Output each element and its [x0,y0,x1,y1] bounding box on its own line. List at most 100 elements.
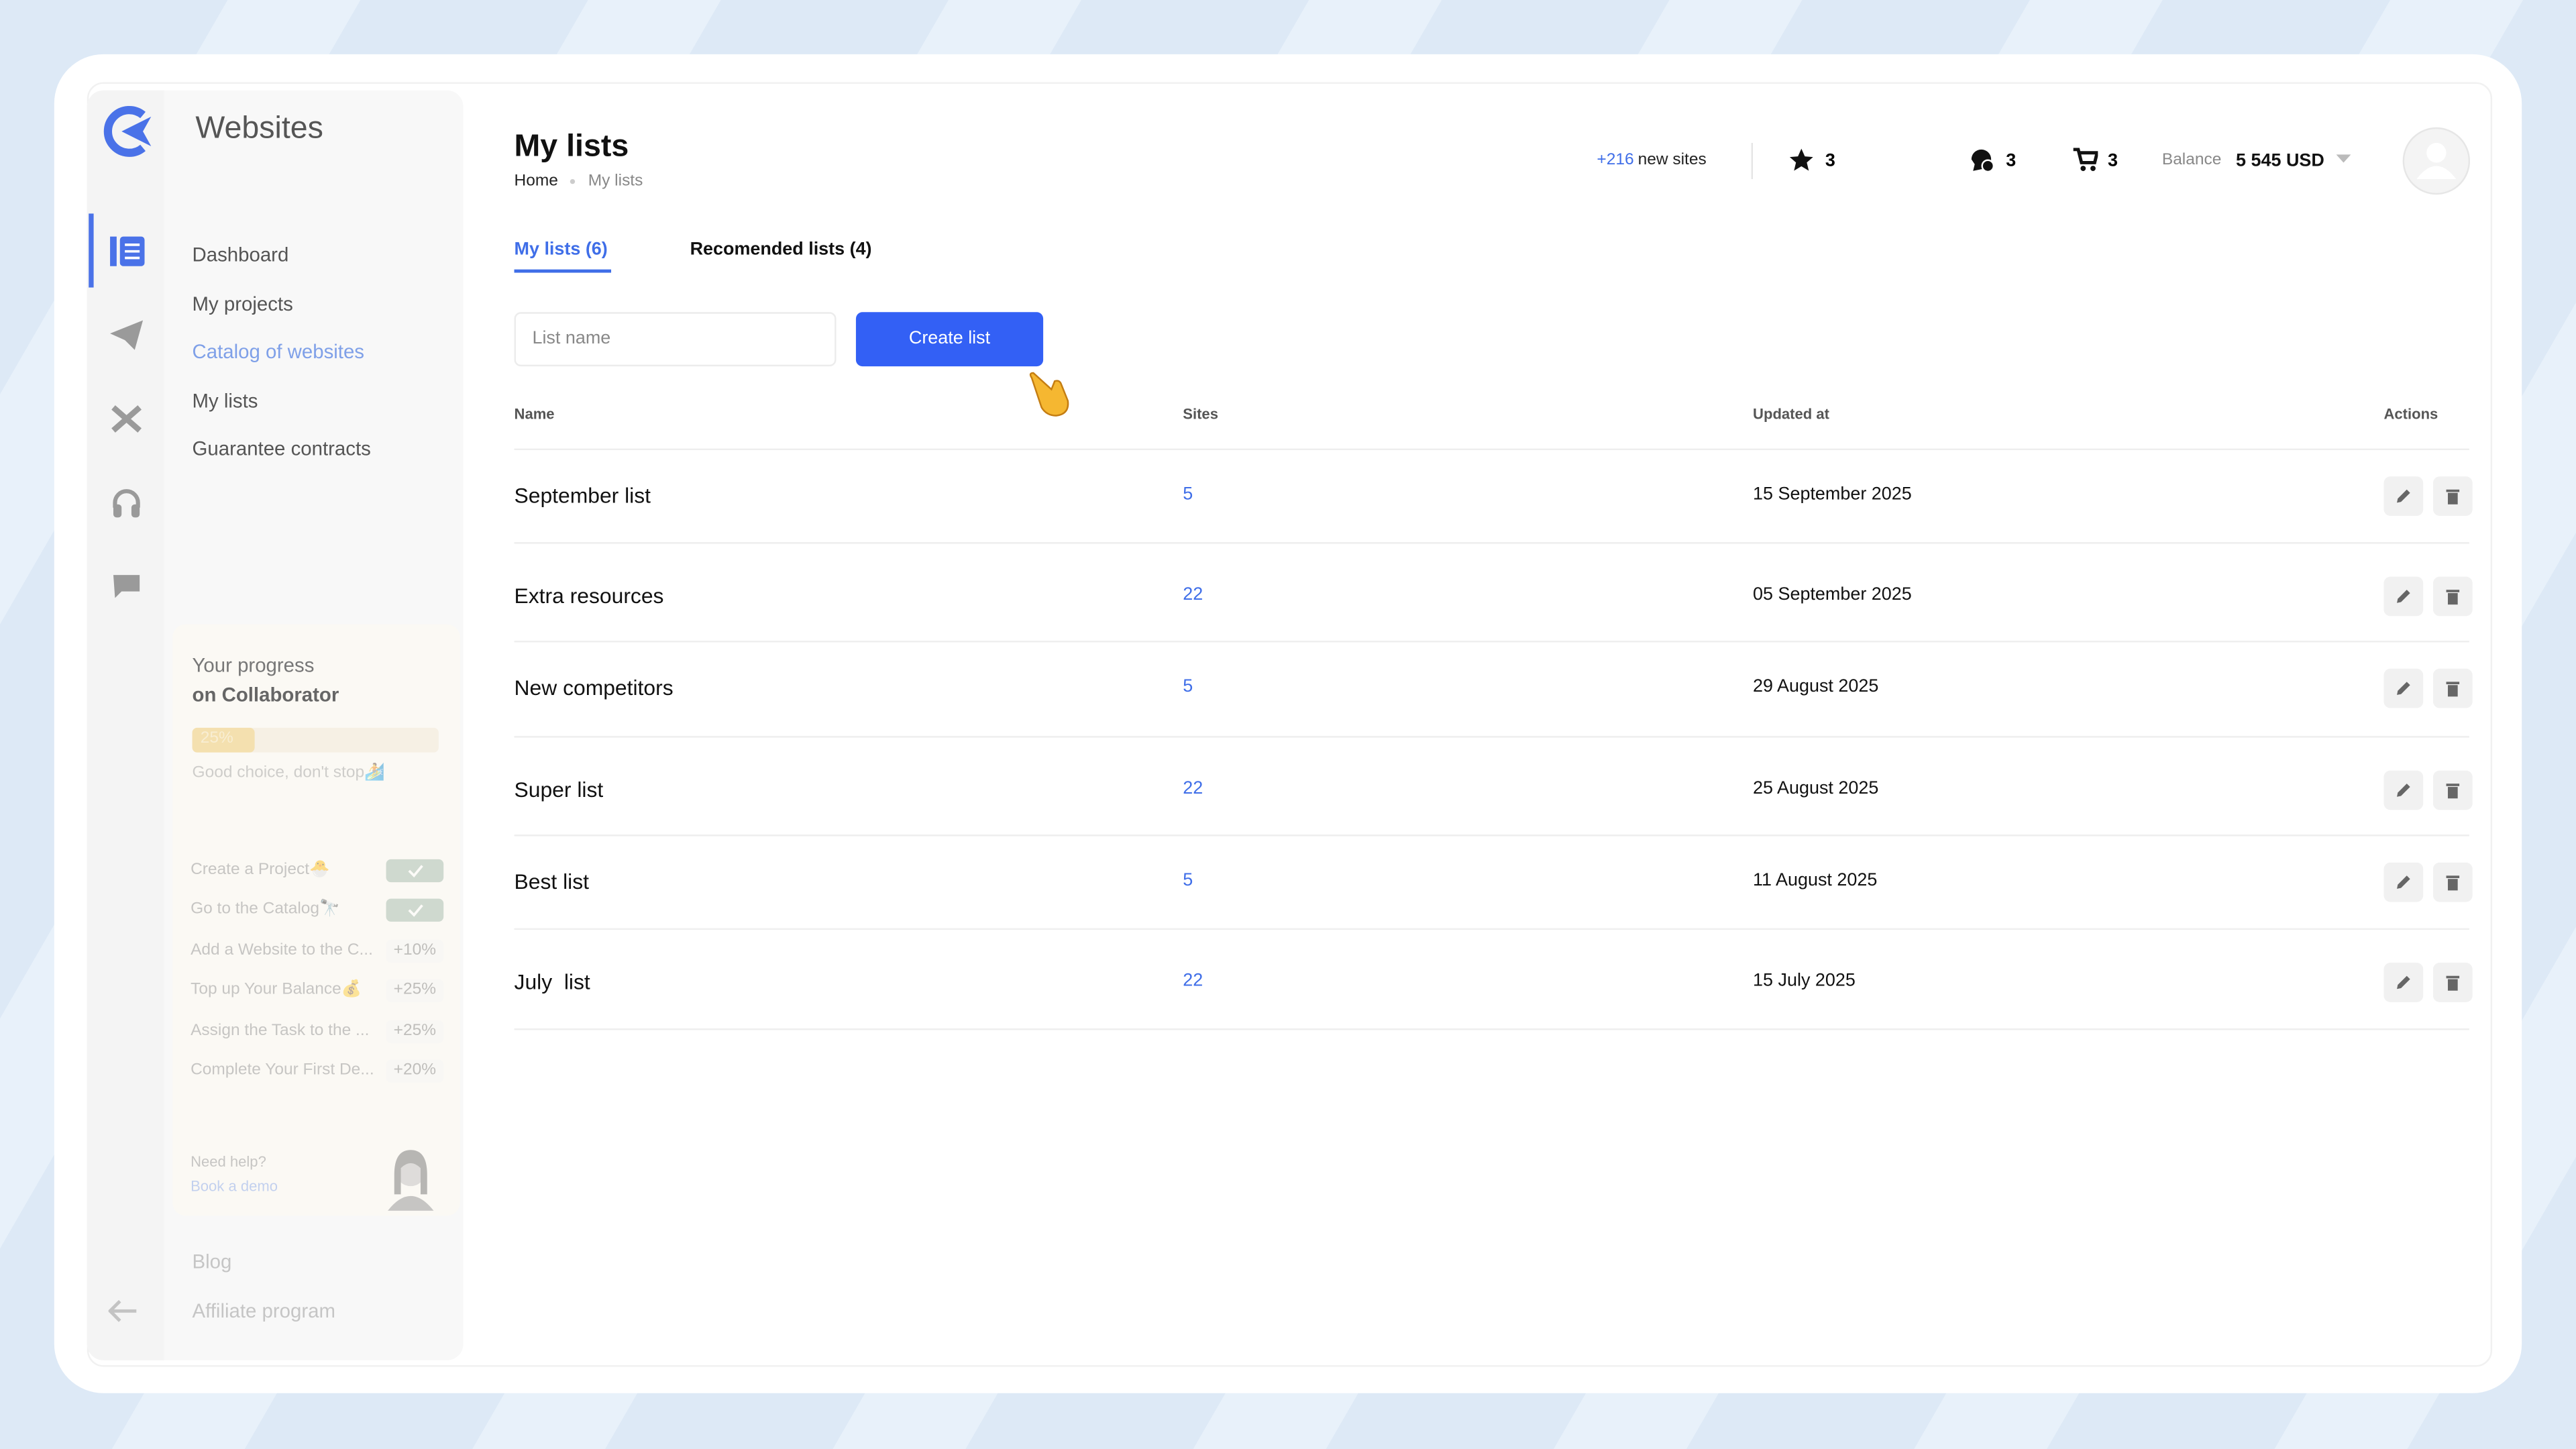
edit-icon [2397,784,2410,797]
edit-button[interactable] [2383,476,2424,516]
nav-panel [164,90,464,1360]
task-label[interactable]: Go to the Catalog🔭 [191,900,340,918]
task-bonus: +25% [386,979,444,1002]
progress-fill [192,727,254,753]
list-name[interactable]: New competitors [514,675,674,700]
messages-icon[interactable] [1970,148,1995,173]
favorites-icon[interactable] [1789,148,1814,172]
task-label[interactable]: Top up Your Balance💰 [191,981,362,999]
app-card [54,54,2522,1393]
delete-icon [2446,489,2460,504]
nav-item[interactable]: Catalog of websites [192,339,365,364]
list-name[interactable]: Super list [514,777,604,802]
delete-icon [2446,875,2460,891]
edit-button[interactable] [2383,862,2424,902]
balance-value[interactable]: 5 545 USD [2236,151,2324,171]
updated-at: 15 September 2025 [1753,484,1912,504]
task-label[interactable]: Create a Project🐣 [191,861,330,879]
row-divider [514,835,2469,837]
edit-icon [2397,489,2410,503]
list-name[interactable]: Best list [514,869,589,894]
edit-icon [2397,975,2410,989]
progress-title: Your progress [192,653,315,677]
edit-button[interactable] [2383,770,2424,810]
cart-count: 3 [2108,151,2118,171]
progress-card [172,624,460,1216]
site-count[interactable]: 22 [1183,971,1203,991]
delete-button[interactable] [2432,963,2473,1002]
new-sites-label[interactable]: new sites [1638,151,1707,170]
tab[interactable]: Recomended lists (4) [690,239,872,260]
task-label[interactable]: Complete Your First De... [191,1061,374,1079]
divider [1751,143,1754,179]
row-divider [514,448,2469,451]
list-name-input[interactable] [514,312,837,367]
edit-button[interactable] [2383,576,2424,616]
list-name[interactable]: July list [514,969,590,994]
column-header: Name [514,405,555,423]
progress-track [192,727,439,753]
nav-icon[interactable] [109,402,145,435]
new-sites-count[interactable]: +216 [1597,151,1634,170]
row-divider [514,641,2469,643]
brand: Websites [195,111,323,146]
column-header: Updated at [1753,405,1829,423]
create-list-button[interactable]: Create list [855,312,1044,367]
breadcrumb-item[interactable]: Home [514,172,558,191]
site-count[interactable]: 22 [1183,584,1203,605]
updated-at: 05 September 2025 [1753,584,1912,605]
row-divider [514,928,2469,930]
delete-button[interactable] [2432,576,2473,616]
site-count[interactable]: 5 [1183,870,1193,891]
list-name[interactable]: September list [514,483,651,508]
task-done [386,859,444,883]
progress-label: 25% [200,729,233,748]
updated-at: 15 July 2025 [1753,971,1856,991]
nav-item[interactable]: Guarantee contracts [192,437,371,460]
nav-item[interactable]: Dashboard [192,243,289,266]
balance-caret[interactable] [2336,154,2351,164]
cursor-hand [1029,372,1069,417]
nav-icon[interactable] [109,319,145,352]
list-name[interactable]: Extra resources [514,583,664,608]
nav-icon[interactable] [110,486,143,523]
progress-note: Good choice, don't stop🏄 [192,763,385,782]
delete-button[interactable] [2432,770,2473,810]
cart-icon[interactable] [2073,148,2098,172]
updated-at: 11 August 2025 [1753,870,1878,891]
edit-button[interactable] [2383,668,2424,708]
site-count[interactable]: 22 [1183,778,1203,799]
help-title: Need help? [191,1153,266,1170]
edit-button[interactable] [2383,963,2424,1002]
collapse-icon[interactable] [108,1299,138,1322]
delete-button[interactable] [2432,668,2473,708]
balance-label: Balance [2161,151,2222,170]
task-label[interactable]: Assign the Task to the ... [191,1022,370,1040]
delete-button[interactable] [2432,476,2473,516]
logo[interactable] [99,102,158,161]
breadcrumb-item: My lists [588,172,643,191]
updated-at: 25 August 2025 [1753,778,1879,799]
delete-icon [2446,682,2460,697]
column-header: Sites [1183,405,1218,423]
edit-icon [2397,590,2410,603]
help-link[interactable]: Book a demo [191,1177,278,1195]
delete-button[interactable] [2432,862,2473,902]
tab-underline [514,269,612,273]
nav-icon[interactable] [109,233,148,270]
nav-item[interactable]: My projects [192,292,293,316]
site-count[interactable]: 5 [1183,676,1193,697]
column-header: Actions [2383,405,2438,423]
delete-icon [2446,975,2460,991]
row-divider [514,542,2469,544]
task-label[interactable]: Add a Website to the C... [191,941,373,960]
user-avatar[interactable] [2402,127,2471,196]
site-count[interactable]: 5 [1183,484,1193,504]
footer-link[interactable]: Blog [192,1250,232,1273]
nav-icon[interactable] [112,572,142,601]
active-indicator [89,213,94,288]
nav-item[interactable]: My lists [192,389,258,413]
tab-active[interactable]: My lists (6) [514,239,608,260]
footer-link[interactable]: Affiliate program [192,1299,335,1323]
